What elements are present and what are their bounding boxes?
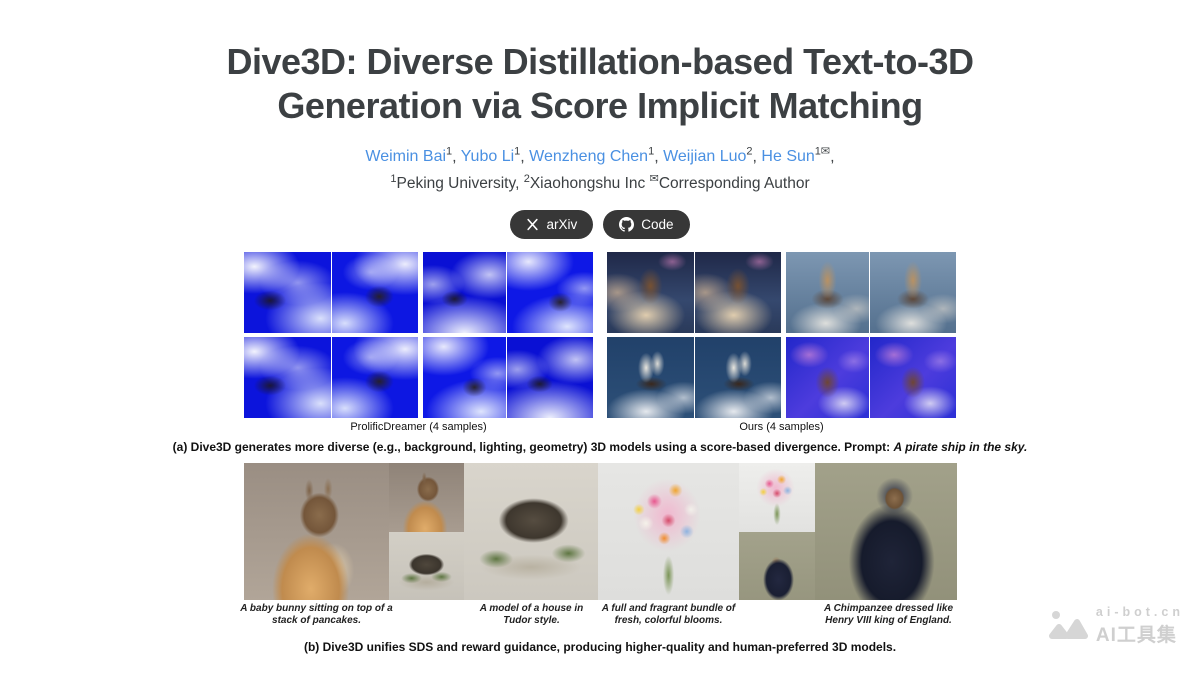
house-image-small (388, 532, 464, 601)
sample-render (782, 337, 869, 419)
author-link[interactable]: Yubo Li1 (460, 146, 521, 166)
sample-render (506, 337, 593, 419)
bunny-house-small-column (388, 463, 464, 601)
watermark-domain: ai-bot.cn (1095, 605, 1184, 619)
sample-render (244, 252, 331, 334)
sample-render (782, 252, 869, 334)
flowers-chimp-small-column (738, 463, 815, 601)
code-button-label: Code (641, 217, 674, 233)
figure-b-images (243, 463, 957, 601)
arxiv-icon (526, 218, 539, 231)
author-list: Weimin Bai1, Yubo Li1, Wenzheng Chen1, W… (170, 145, 1030, 166)
sample-render (331, 337, 418, 419)
watermark: ai-bot.cn AI工具集 (1046, 605, 1184, 647)
figure-a-panels (244, 252, 956, 419)
author-separator: , (520, 148, 530, 166)
affiliation-line: 1Peking University, 2Xiaohongshu Inc ✉Co… (170, 172, 1030, 193)
author-separator: , (830, 148, 835, 166)
figure-a: ProlificDreamer (4 samples) Ours (4 samp… (244, 252, 956, 433)
sample-render (607, 252, 694, 334)
figure-a-panel-labels: ProlificDreamer (4 samples) Ours (4 samp… (244, 421, 956, 433)
author-separator: , (452, 148, 461, 166)
sample-render (331, 252, 418, 334)
prolificdreamer-panel (244, 252, 593, 419)
action-buttons: arXiv Code (170, 210, 1030, 240)
watermark-text: ai-bot.cn AI工具集 (1096, 605, 1184, 647)
author-link[interactable]: Weijian Luo2 (663, 146, 753, 166)
affil-org-2: Xiaohongshu Inc (529, 175, 650, 193)
sample-render (244, 337, 331, 419)
ours-panel (607, 252, 956, 419)
page-title: Dive3D: Diverse Distillation-based Text-… (170, 40, 1030, 128)
watermark-name: AI工具集 (1095, 625, 1177, 646)
figure-b: A baby bunny sitting on top of a stack o… (240, 463, 957, 633)
sample-render (419, 337, 506, 419)
affil-org-1: Peking University, (396, 175, 524, 193)
sample-render (694, 252, 781, 334)
prompt-flowers: A full and fragrant bundle of fresh, col… (601, 603, 736, 627)
sample-render (694, 337, 781, 419)
prompt-chimp: A Chimpanzee dressed like Henry VIII kin… (823, 603, 954, 627)
chimp-image-large (814, 463, 957, 601)
bunny-image-small (388, 463, 464, 533)
ai-bot-logo-icon (1046, 607, 1088, 646)
figure-b-prompts: A baby bunny sitting on top of a stack o… (240, 603, 957, 633)
page-content: Dive3D: Diverse Distillation-based Text-… (170, 0, 1030, 654)
title-line-1: Dive3D: Diverse Distillation-based Text-… (226, 41, 974, 82)
corresponding-author-icon: ✉ (649, 173, 659, 186)
corresponding-author-label: Corresponding Author (658, 175, 810, 193)
author-separator: , (654, 148, 664, 166)
house-image-large (463, 463, 598, 601)
figure-a-caption-prompt: A pirate ship in the sky. (893, 440, 1028, 455)
github-icon (619, 217, 635, 233)
flowers-image-small (738, 463, 815, 533)
prolificdreamer-label: ProlificDreamer (4 samples) (350, 421, 487, 434)
sample-render (869, 252, 956, 334)
author-link[interactable]: He Sun1✉ (761, 146, 831, 166)
figure-a-caption-text: (a) Dive3D generates more diverse (e.g.,… (172, 440, 894, 455)
affil-sup-1: 1 (390, 173, 397, 186)
figure-a-caption: (a) Dive3D generates more diverse (e.g.,… (170, 440, 1030, 454)
affil-sup-2: 2 (523, 173, 530, 186)
sample-render (869, 337, 956, 419)
prompt-bunny: A baby bunny sitting on top of a stack o… (240, 603, 393, 627)
title-line-2: Generation via Score Implicit Matching (277, 85, 923, 126)
arxiv-button[interactable]: arXiv (510, 210, 594, 240)
chimp-image-small (738, 532, 815, 601)
arxiv-button-label: arXiv (546, 217, 578, 233)
sample-render (506, 252, 593, 334)
sample-render (607, 337, 694, 419)
author-link[interactable]: Weimin Bai1 (365, 146, 453, 166)
prompt-house: A model of a house in Tudor style. (479, 603, 584, 627)
flowers-image-large (597, 463, 739, 601)
author-separator: , (752, 148, 762, 166)
bunny-image-large (243, 463, 389, 601)
sample-render (419, 252, 506, 334)
ours-label: Ours (4 samples) (739, 421, 824, 434)
code-button[interactable]: Code (603, 210, 690, 240)
figure-b-caption: (b) Dive3D unifies SDS and reward guidan… (303, 640, 897, 655)
author-link[interactable]: Wenzheng Chen1 (529, 146, 655, 166)
